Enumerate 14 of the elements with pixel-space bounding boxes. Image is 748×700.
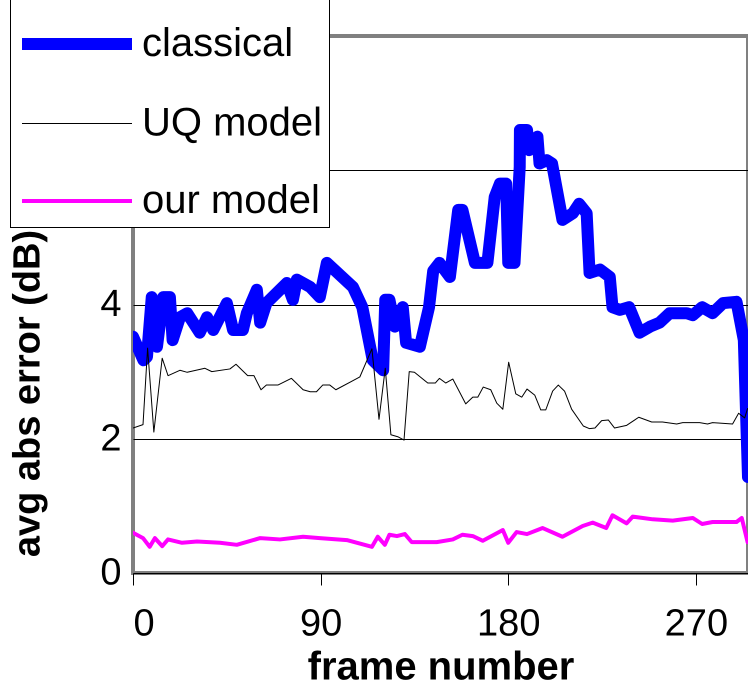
y-axis-title: avg abs error (dB) [6,230,48,558]
line-series [133,513,748,549]
x-tick-label: 270 [664,602,728,644]
x-tick-label: 0 [134,602,155,644]
line-series [133,348,748,441]
x-tick-label: 90 [300,602,342,644]
y-tick-label: 0 [100,552,122,594]
x-axis-title: frame number [308,644,574,688]
y-tick-label: 4 [100,283,122,325]
legend-label: our model [142,178,320,222]
x-tick-label: 180 [477,602,540,644]
legend-label: classical [142,21,294,65]
legend-label: UQ model [142,100,322,144]
y-tick-label: 2 [100,417,122,460]
